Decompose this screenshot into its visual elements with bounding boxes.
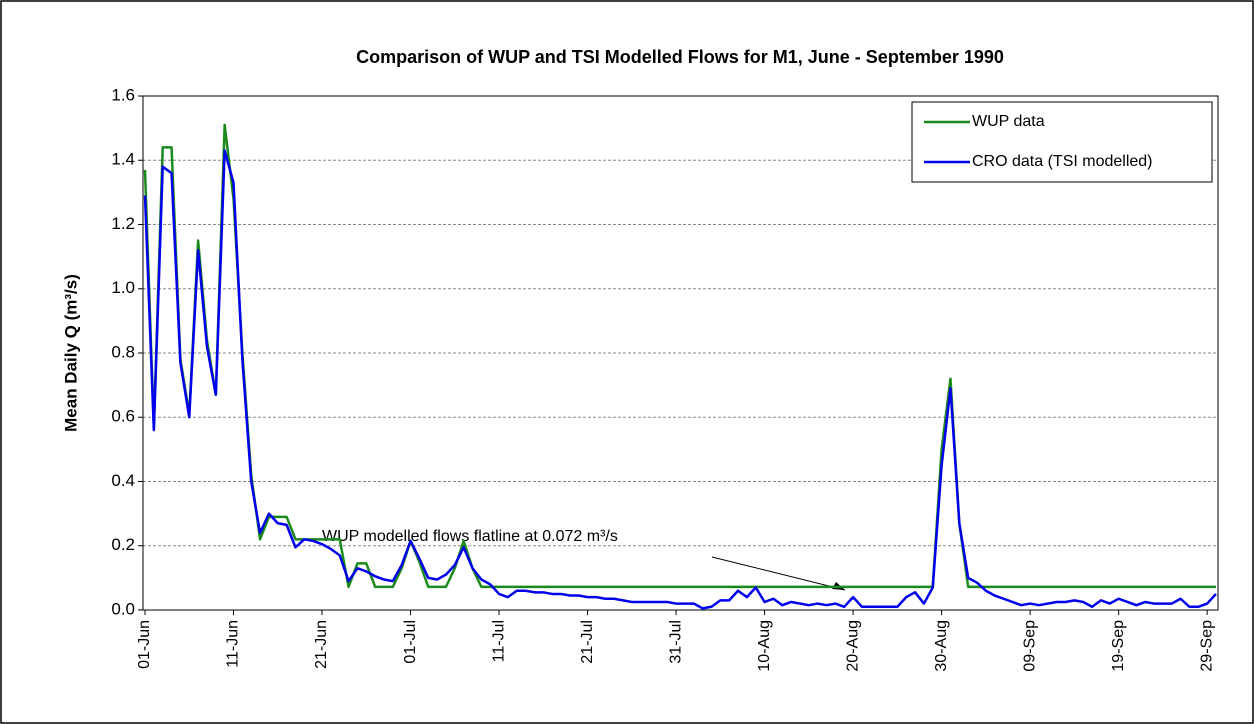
y-tick-label: 1.0 <box>111 278 135 297</box>
x-tick-label: 20-Aug <box>844 620 861 672</box>
annotation: WUP modelled flows flatline at 0.072 m³/… <box>322 528 618 545</box>
legend-box <box>911 101 1213 183</box>
x-tick-label: 09-Sep <box>1021 620 1038 672</box>
x-tick-label: 11-Jul <box>490 620 507 662</box>
legend-label: CRO data (TSI modelled) <box>972 153 1153 170</box>
x-tick-label: 01-Jul <box>402 620 419 664</box>
y-tick-label: 0.8 <box>111 342 135 361</box>
plot-area <box>142 95 1219 611</box>
y-axis-label: Mean Daily Q (m³/s) <box>61 274 80 432</box>
y-tick-label: 0.4 <box>111 471 135 490</box>
chart-title: Comparison of WUP and TSI Modelled Flows… <box>356 47 1004 67</box>
annotation-arrow <box>711 556 846 591</box>
x-tick-label: 01-Jun <box>136 620 153 669</box>
series-line <box>143 149 1217 610</box>
y-tick-label: 0.2 <box>111 535 135 554</box>
x-tick-label: 29-Sep <box>1198 620 1215 672</box>
x-tick-label: 10-Aug <box>756 620 773 672</box>
y-tick-label: 0.6 <box>111 407 135 426</box>
y-tick-label: 0.0 <box>111 599 135 618</box>
x-tick-label: 11-Jun <box>225 620 242 668</box>
x-tick-label: 19-Sep <box>1110 620 1127 672</box>
x-tick-label: 21-Jun <box>313 620 330 669</box>
y-tick-label: 1.2 <box>111 214 135 233</box>
x-tick-label: 31-Jul <box>667 620 684 664</box>
x-tick-label: 30-Aug <box>933 620 950 672</box>
y-tick-label: 1.6 <box>111 85 135 104</box>
series-line <box>143 123 1216 589</box>
legend-label: WUP data <box>972 113 1045 130</box>
x-tick-label: 21-Jul <box>579 620 596 664</box>
y-tick-label: 1.4 <box>111 150 135 169</box>
